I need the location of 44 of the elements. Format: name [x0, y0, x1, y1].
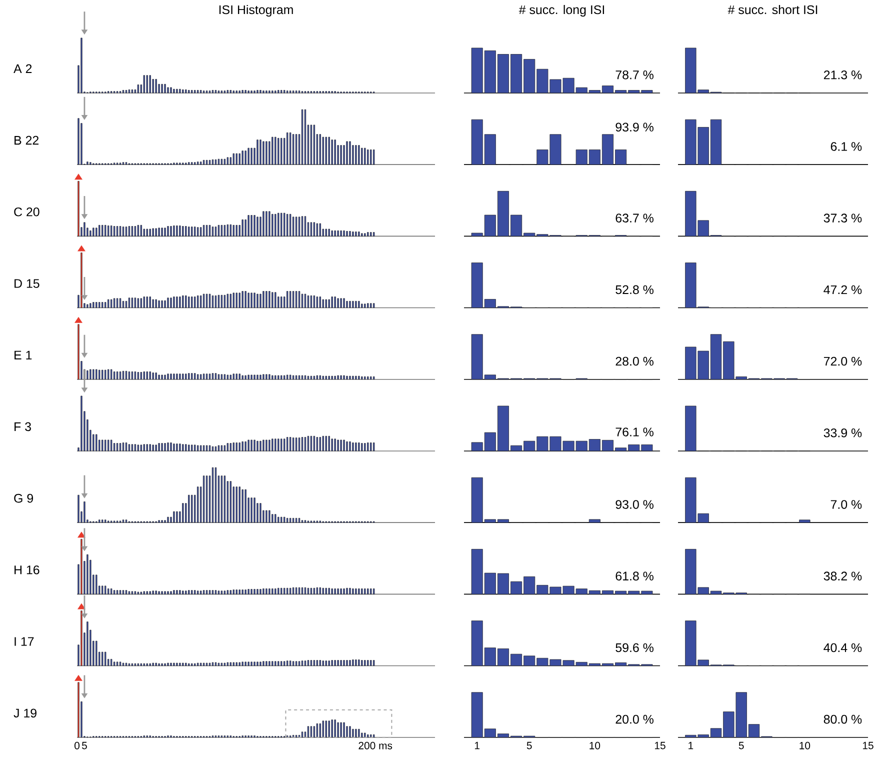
x-tick-label: 200 ms: [358, 742, 392, 750]
annotation: 6.1 %: [830, 142, 862, 151]
x-tick-label: 10: [800, 742, 810, 750]
y-axis-title: C 20: [14, 207, 40, 216]
x-tick-label: 15: [654, 742, 666, 750]
x-tick-label: 5: [738, 742, 744, 750]
annotation: 59.6 %: [616, 643, 654, 652]
annotation: 47.2 %: [824, 285, 862, 294]
annotation: 37.3 %: [824, 214, 862, 222]
annotation: 76.1 %: [616, 428, 654, 436]
x-tick-label: 1: [474, 742, 480, 750]
x-tick-label: 15: [862, 742, 874, 750]
annotation: 28.0 %: [616, 356, 654, 366]
annotation: 40.4 %: [824, 643, 862, 652]
x-tick-label: 1: [688, 742, 694, 750]
chart-title: ISI Histogram: [219, 4, 293, 17]
annotation: 33.9 %: [824, 428, 862, 438]
x-tick-label: 5: [82, 742, 87, 750]
annotation: 72.0 %: [824, 356, 862, 366]
annotation: 20.0 %: [616, 714, 654, 724]
chart-title: # succ. short ISI: [728, 4, 818, 14]
annotation: 61.8 %: [616, 572, 654, 580]
y-axis-title: G 9: [14, 494, 34, 503]
y-axis-title: H 16: [14, 565, 40, 574]
annotation: 52.8 %: [616, 285, 654, 294]
y-axis-title: I 17: [14, 637, 34, 646]
y-axis-title: F 3: [14, 422, 31, 432]
y-axis-title: D 15: [14, 279, 40, 288]
y-axis-title: A 2: [14, 64, 32, 73]
x-tick-label: 10: [590, 742, 600, 750]
y-axis-title: E 1: [14, 350, 32, 360]
annotation: 7.0 %: [830, 500, 862, 509]
x-tick-label: 5: [526, 742, 532, 750]
annotation: 78.7 %: [616, 70, 654, 80]
annotation: 21.3 %: [824, 70, 862, 80]
y-axis-title: J 19: [14, 708, 36, 718]
annotation: 80.0 %: [824, 714, 862, 724]
y-axis-title: B 22: [14, 136, 39, 145]
annotation: 93.9 %: [616, 122, 654, 132]
annotation: 93.0 %: [616, 500, 654, 509]
x-tick-label: 0: [74, 742, 80, 750]
annotation: 63.7 %: [616, 214, 654, 222]
chart-title: # succ. long ISI: [518, 4, 604, 17]
annotation: 38.2 %: [824, 572, 862, 580]
